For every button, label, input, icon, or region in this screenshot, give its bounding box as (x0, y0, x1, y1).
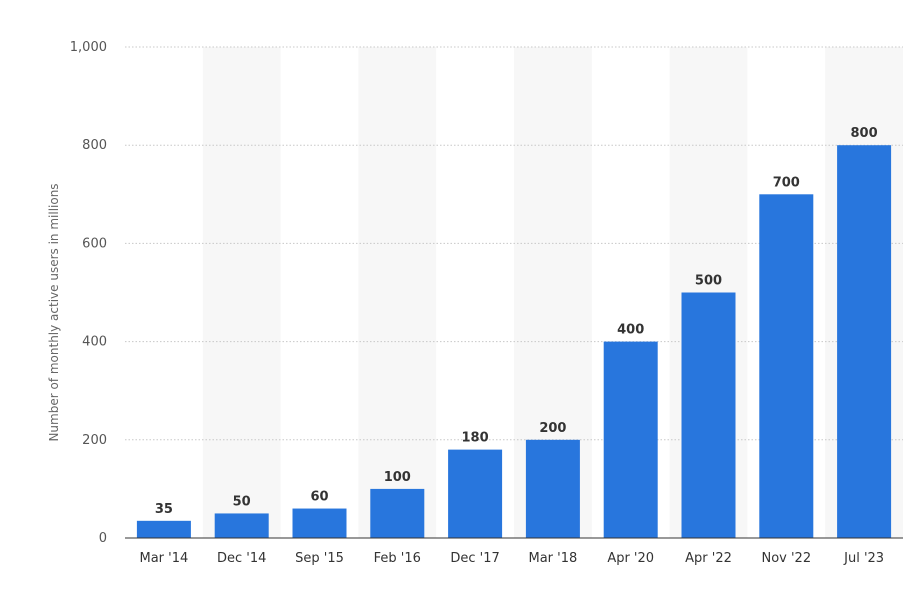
bar (837, 145, 892, 538)
bars (136, 145, 892, 539)
x-axis-labels: Mar '14 Dec '14 Sep '15 Feb '16 Dec '17 Mar '… (140, 551, 885, 566)
bar (525, 439, 580, 538)
x-tick-label: Mar '18 (529, 551, 578, 566)
data-label: 400 (617, 323, 644, 338)
bar (292, 508, 347, 538)
data-label: 100 (384, 470, 411, 485)
data-label: 180 (462, 431, 489, 446)
data-label: 35 (155, 502, 173, 517)
x-tick-label: Dec '17 (450, 551, 499, 566)
data-label: 700 (773, 175, 800, 190)
y-axis-ticks: 0 200 400 600 800 1,000 (70, 40, 107, 546)
background-band (202, 47, 281, 538)
background-band (358, 47, 437, 538)
y-tick-label: 400 (82, 335, 107, 350)
bar (759, 194, 814, 539)
y-tick-label: 1,000 (70, 40, 107, 55)
bar (214, 513, 269, 538)
y-tick-label: 600 (82, 236, 107, 251)
data-label: 500 (695, 274, 722, 289)
x-tick-label: Sep '15 (295, 551, 344, 566)
y-axis-title: Number of monthly active users in millio… (47, 183, 61, 441)
x-tick-label: Jul '23 (843, 551, 884, 566)
x-tick-label: Apr '20 (607, 551, 654, 566)
data-label: 200 (539, 421, 566, 436)
x-tick-label: Nov '22 (761, 551, 811, 566)
x-tick-label: Mar '14 (140, 551, 189, 566)
x-tick-label: Feb '16 (374, 551, 421, 566)
value-labels: 35 50 60 100 180 200 400 500 700 800 (155, 126, 878, 517)
bar (603, 341, 658, 538)
data-label: 60 (310, 490, 328, 505)
y-tick-label: 0 (99, 531, 107, 546)
x-tick-label: Apr '22 (685, 551, 732, 566)
bar (370, 488, 425, 538)
data-label: 50 (233, 494, 251, 509)
data-label: 800 (851, 126, 878, 141)
bar (136, 520, 191, 538)
x-tick-label: Dec '14 (217, 551, 266, 566)
bar (448, 449, 503, 538)
bar (681, 292, 736, 538)
y-tick-label: 200 (82, 433, 107, 448)
y-tick-label: 800 (82, 138, 107, 153)
